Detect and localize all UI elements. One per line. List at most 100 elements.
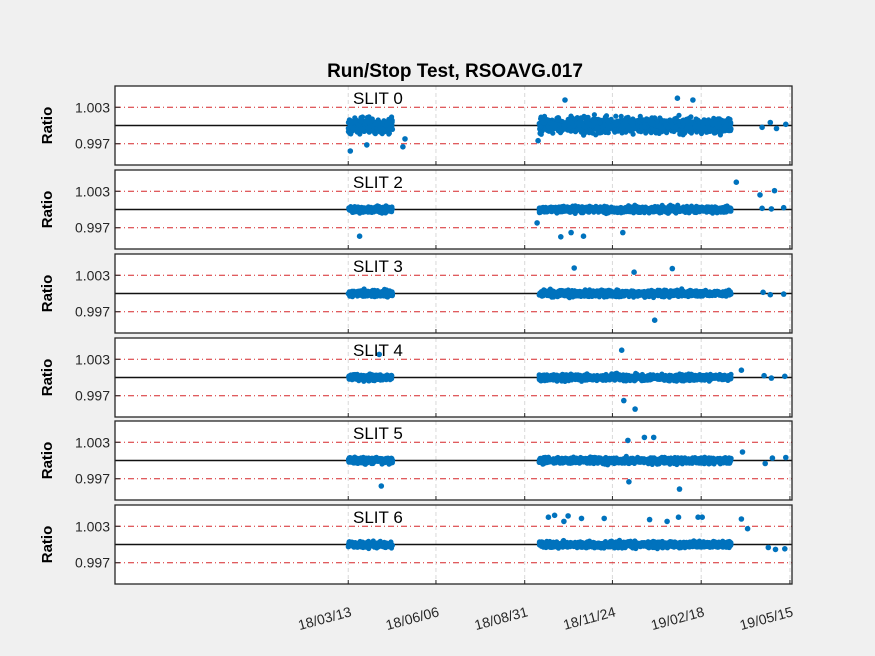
data-point: [625, 123, 631, 129]
data-point: [630, 122, 636, 128]
data-point: [350, 125, 356, 131]
data-point: [601, 117, 607, 123]
data-point: [667, 117, 673, 123]
data-point-outlier: [535, 137, 541, 144]
data-point: [364, 118, 370, 124]
data-point: [362, 205, 368, 211]
data-point: [372, 204, 378, 210]
data-point: [548, 288, 554, 294]
data-point-outlier: [651, 317, 658, 324]
data-point-outlier: [364, 142, 370, 148]
data-point-outlier: [580, 233, 587, 239]
data-point: [347, 374, 353, 380]
data-point-outlier: [356, 233, 363, 239]
data-point: [362, 288, 368, 294]
data-point: [693, 123, 699, 129]
data-point-outlier: [759, 124, 765, 131]
data-point: [574, 115, 580, 121]
data-point: [618, 113, 624, 119]
data-point: [698, 130, 705, 137]
data-point: [644, 290, 651, 297]
data-point: [539, 291, 546, 297]
data-point: [388, 120, 394, 126]
data-point: [609, 123, 615, 129]
data-point: [592, 208, 598, 214]
data-point: [688, 114, 694, 120]
data-point-outlier: [771, 187, 778, 194]
data-point-outlier: [558, 234, 564, 240]
data-point: [359, 375, 365, 381]
data-point: [638, 290, 644, 296]
data-point: [687, 287, 693, 293]
data-point: [707, 128, 713, 134]
data-point-outlier: [693, 290, 699, 296]
data-point: [346, 205, 352, 211]
data-point: [354, 292, 360, 298]
data-point: [605, 130, 611, 136]
data-point-outlier: [620, 229, 626, 236]
data-point-outlier: [347, 148, 354, 154]
data-point-outlier: [400, 144, 406, 150]
panel-label: SLIT 0: [353, 89, 403, 108]
data-point-outlier: [780, 204, 787, 211]
data-point: [684, 124, 690, 130]
data-points: [345, 95, 789, 154]
data-point: [679, 128, 685, 134]
data-point: [672, 207, 678, 213]
data-point: [569, 290, 576, 296]
data-point: [635, 117, 641, 123]
data-point-outlier: [768, 206, 775, 212]
data-point: [570, 209, 576, 215]
data-point: [684, 118, 690, 124]
data-point: [610, 293, 616, 299]
data-point: [352, 208, 358, 214]
data-point: [578, 289, 584, 296]
data-point: [366, 114, 372, 120]
data-point: [643, 205, 650, 211]
data-point: [723, 209, 729, 215]
data-point: [716, 129, 722, 135]
data-point: [723, 124, 729, 130]
data-point: [380, 375, 386, 381]
data-point: [388, 115, 394, 121]
data-point: [727, 121, 733, 127]
y-tick-label: 1.003: [75, 267, 110, 283]
data-point: [383, 293, 390, 300]
data-point: [360, 126, 366, 132]
data-point: [538, 205, 545, 211]
data-point: [591, 112, 598, 118]
data-point: [565, 127, 571, 133]
data-point-outlier: [669, 265, 676, 272]
data-point: [550, 206, 557, 212]
data-point: [607, 207, 613, 213]
data-point: [365, 375, 371, 381]
data-point-outlier: [568, 229, 574, 236]
data-point-outlier: [733, 179, 740, 185]
data-point: [561, 122, 567, 128]
data-point: [711, 206, 717, 212]
data-point: [572, 203, 578, 209]
data-point-outlier: [534, 220, 540, 226]
data-point: [641, 123, 647, 130]
data-point: [708, 292, 714, 298]
data-point: [661, 208, 667, 214]
data-point: [709, 120, 715, 126]
data-point-outlier: [562, 97, 568, 103]
data-point-outlier: [631, 269, 637, 276]
data-point: [630, 131, 636, 137]
data-point: [724, 291, 731, 297]
data-point: [648, 130, 654, 136]
data-point-outlier: [402, 136, 408, 142]
data-point: [619, 207, 625, 213]
data-point: [658, 125, 665, 131]
data-point: [715, 116, 721, 122]
data-point-outlier: [571, 265, 577, 271]
data-point: [728, 126, 734, 132]
data-point: [538, 131, 544, 137]
data-point-outlier: [674, 95, 681, 101]
data-point: [370, 128, 376, 134]
y-axis-label: Ratio: [39, 275, 56, 313]
data-point: [606, 117, 612, 123]
